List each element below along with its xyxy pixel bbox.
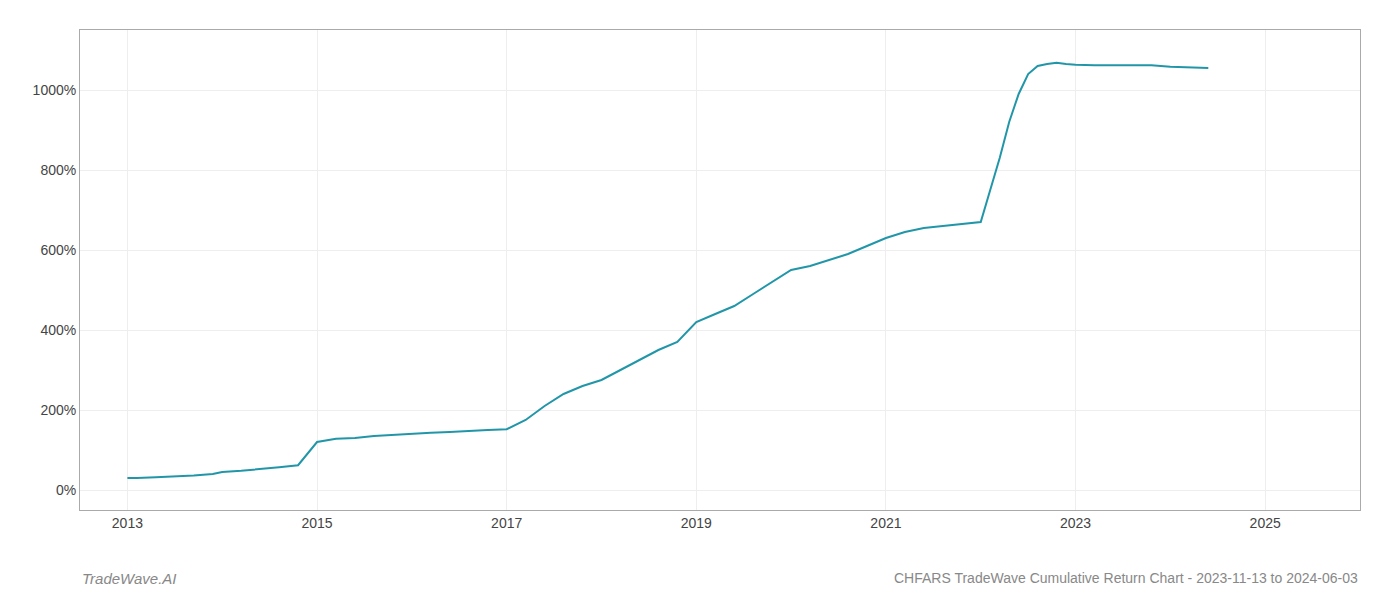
svg-text:1000%: 1000% [33, 82, 77, 98]
svg-text:2023: 2023 [1060, 515, 1091, 531]
svg-text:2015: 2015 [301, 515, 332, 531]
svg-text:2021: 2021 [870, 515, 901, 531]
svg-text:600%: 600% [40, 242, 76, 258]
svg-text:800%: 800% [40, 162, 76, 178]
svg-text:0%: 0% [56, 482, 76, 498]
svg-text:200%: 200% [40, 402, 76, 418]
svg-text:2017: 2017 [491, 515, 522, 531]
svg-text:2025: 2025 [1250, 515, 1281, 531]
svg-text:2019: 2019 [681, 515, 712, 531]
svg-text:CHFARS TradeWave Cumulative Re: CHFARS TradeWave Cumulative Return Chart… [894, 570, 1358, 586]
svg-text:TradeWave.AI: TradeWave.AI [82, 570, 176, 587]
svg-text:400%: 400% [40, 322, 76, 338]
svg-text:2013: 2013 [112, 515, 143, 531]
